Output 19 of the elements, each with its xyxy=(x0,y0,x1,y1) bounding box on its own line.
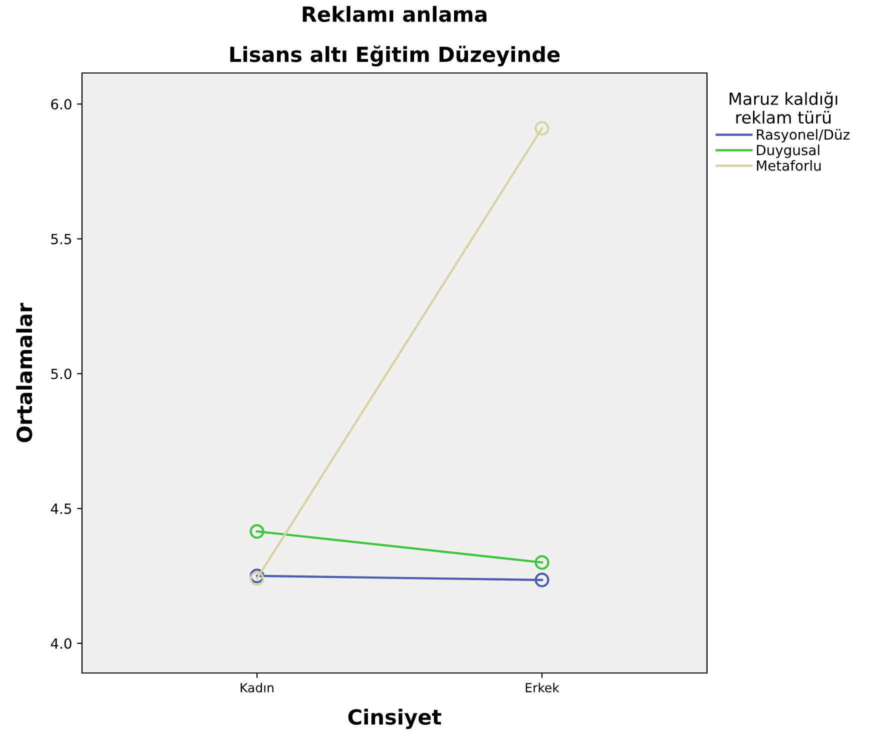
y-axis-title: Ortalamalar xyxy=(16,302,32,442)
x-tick-label: Erkek xyxy=(526,682,560,692)
y-tick-label: 4.0 xyxy=(50,638,72,649)
y-tick-label: 4.5 xyxy=(50,504,72,514)
legend-label: Duygusal xyxy=(756,144,820,158)
point xyxy=(534,120,550,136)
chart-title: Reklamı anlama xyxy=(302,6,486,22)
x-axis-title: Cinsiyet xyxy=(348,708,442,730)
x-tick-label: Kadın xyxy=(240,682,274,692)
point xyxy=(534,572,550,588)
chart-subtitle: Lisans altı Eğitim Düzeyinde xyxy=(230,46,560,66)
legend-label: Rasyonel/Düz xyxy=(756,129,850,142)
y-tick-label: 5.5 xyxy=(51,234,72,244)
point xyxy=(250,524,264,539)
y-tick-label: 5.0 xyxy=(51,368,72,380)
point xyxy=(534,555,550,570)
legend-label: Metaforlu xyxy=(756,160,821,171)
y-tick-label: 6.0 xyxy=(51,98,72,110)
legend-title: Maruz kaldığı reklam türü xyxy=(730,92,838,124)
